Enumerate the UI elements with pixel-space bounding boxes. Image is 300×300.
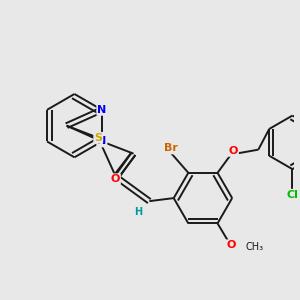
Text: O: O [111, 174, 120, 184]
Text: N: N [97, 105, 106, 115]
Text: N: N [97, 136, 106, 146]
Text: Br: Br [164, 143, 178, 153]
Text: O: O [229, 146, 238, 156]
Text: Cl: Cl [286, 190, 298, 200]
Text: H: H [134, 207, 142, 217]
Text: O: O [226, 240, 236, 250]
Text: CH₃: CH₃ [245, 242, 264, 251]
Text: S: S [94, 133, 102, 143]
